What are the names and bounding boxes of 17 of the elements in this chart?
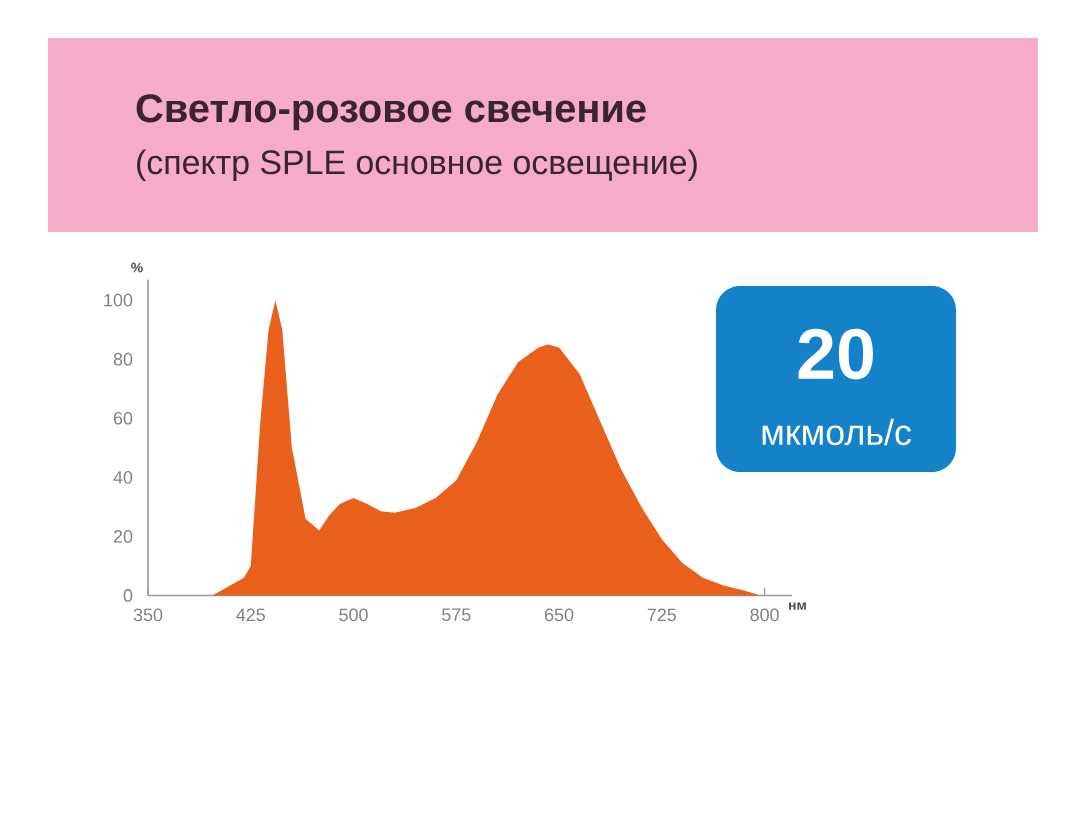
y-tick-label: 100 (104, 293, 133, 307)
y-tick-label: 0 (123, 589, 133, 602)
y-tick-label: 20 (113, 530, 133, 543)
x-tick-label: 350 (133, 608, 163, 622)
x-tick-label: 800 (750, 608, 779, 622)
text: 20 (798, 328, 873, 380)
chart-subtitle: (спектр SPLE основное освещение) (137, 149, 697, 182)
chart-title: Светло-розовое свечение (136, 94, 646, 131)
x-tick-label: 725 (647, 608, 677, 622)
y-tick-label: 40 (113, 470, 133, 484)
x-tick-label: 575 (442, 608, 471, 622)
x-tick-label: 425 (236, 608, 265, 622)
y-tick-label: 60 (113, 411, 133, 425)
x-tick-label: 500 (339, 608, 368, 622)
x-tick-label: 650 (545, 608, 574, 622)
annotation: мкмоль/с (762, 418, 911, 446)
y-tick-label: 80 (113, 352, 133, 366)
